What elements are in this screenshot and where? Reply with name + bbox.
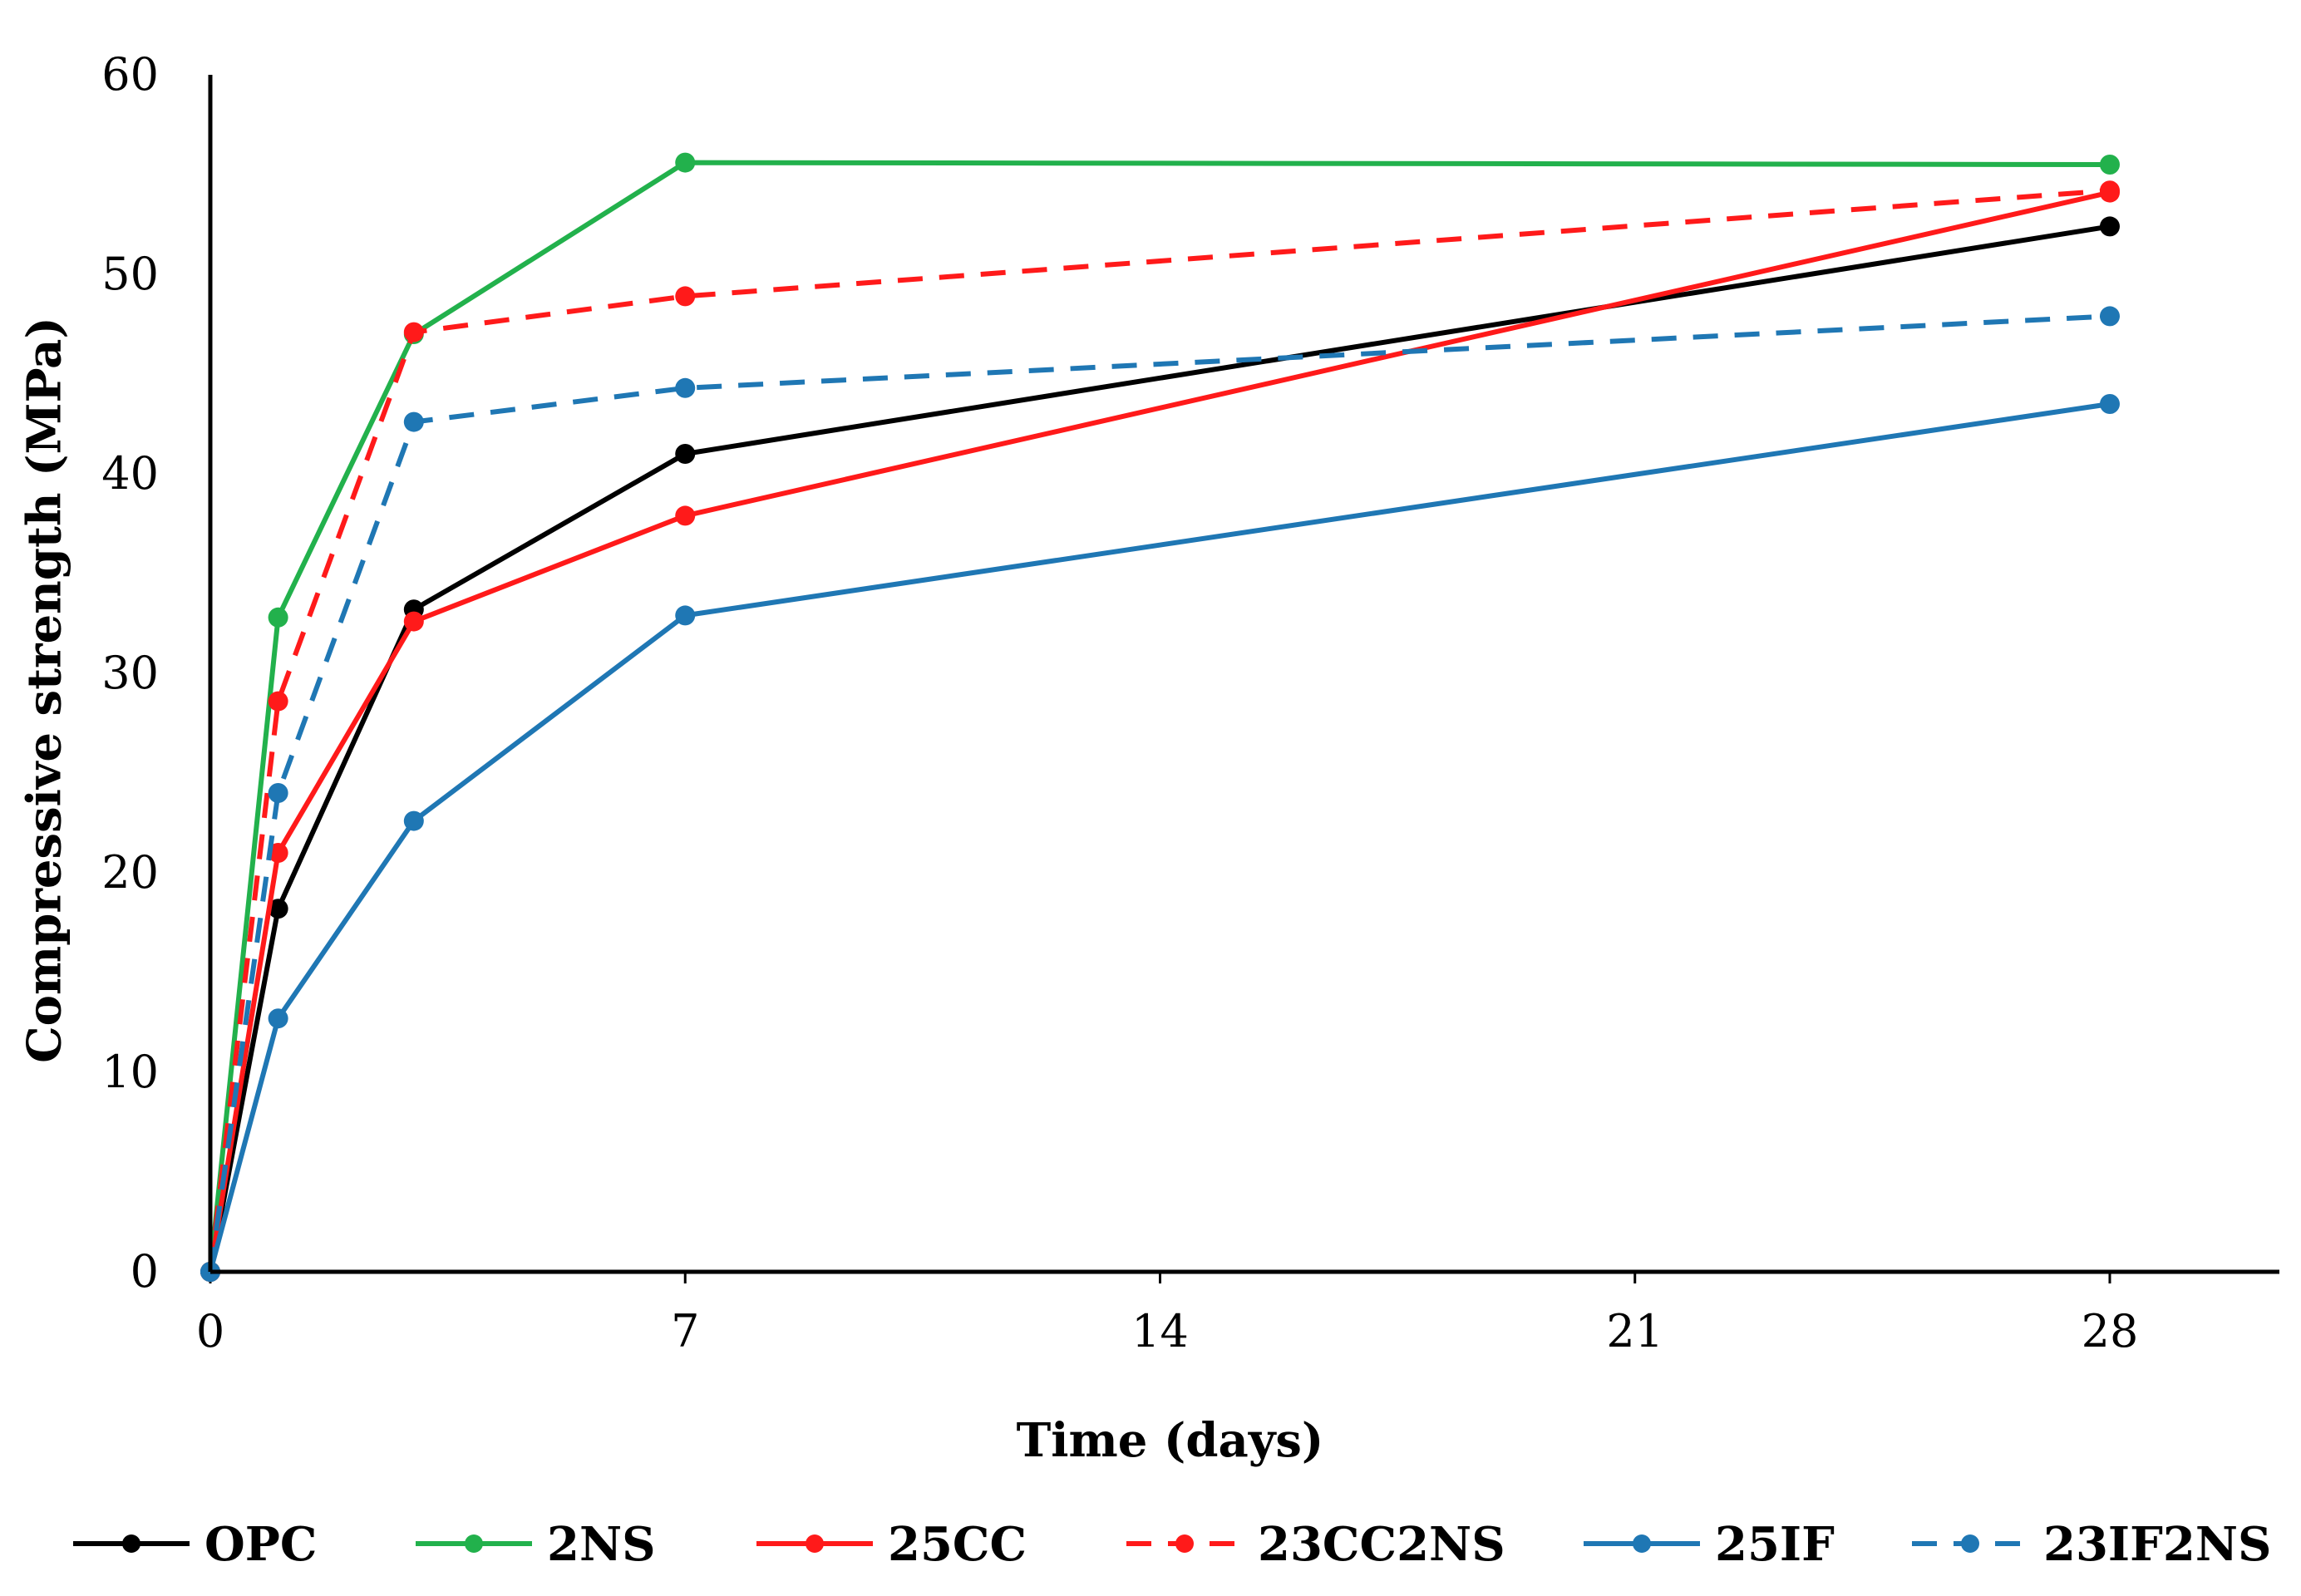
data-point [2099, 306, 2120, 327]
x-tick-label: 28 [2082, 1305, 2139, 1357]
x-tick-label: 21 [1606, 1305, 1663, 1357]
legend: OPC 2NS 25CC 23CC2NS 25IF 23IF2NS [73, 1517, 2271, 1572]
legend-item: OPC [73, 1517, 317, 1572]
data-point [2099, 155, 2120, 175]
series-line [208, 188, 2111, 1273]
data-point [403, 411, 424, 432]
series-23CC2NS [200, 180, 2120, 1282]
series-line [208, 401, 2111, 1273]
x-tick-label: 7 [671, 1305, 699, 1357]
legend-swatch-marker [1961, 1534, 1979, 1553]
legend-item: 23CC2NS [1126, 1517, 1505, 1572]
legend-item: 2NS [416, 1517, 656, 1572]
data-point [403, 611, 424, 632]
series-25IF [200, 394, 2120, 1282]
data-point [675, 605, 696, 626]
data-point [675, 286, 696, 307]
data-point [268, 691, 288, 712]
series-23IF2NS [200, 306, 2120, 1282]
series-layer [200, 152, 2120, 1282]
data-point [403, 322, 424, 342]
x-tick-label: 0 [196, 1305, 224, 1357]
series-OPC [200, 216, 2120, 1282]
legend-swatch-marker [1175, 1534, 1194, 1553]
data-point [403, 810, 424, 831]
y-tick-label: 50 [101, 248, 159, 300]
data-point [2099, 180, 2120, 201]
data-point [2099, 394, 2120, 414]
data-point [675, 505, 696, 526]
legend-label: 25CC [888, 1517, 1027, 1572]
series-line [208, 224, 2111, 1273]
series-25CC [200, 182, 2120, 1282]
series-line [208, 313, 2111, 1273]
legend-swatch-marker [465, 1534, 483, 1553]
data-point [675, 152, 696, 173]
legend-label: 2NS [547, 1517, 656, 1572]
y-axis-ticks: 0 10 20 30 40 50 60 [101, 48, 159, 1298]
data-point [268, 783, 288, 803]
x-tick-label: 14 [1131, 1305, 1189, 1357]
legend-item: 25CC [756, 1517, 1027, 1572]
legend-label: 23CC2NS [1258, 1517, 1505, 1572]
legend-item: 25IF [1584, 1517, 1835, 1572]
y-tick-label: 60 [101, 48, 159, 101]
y-axis-title: Compressive strength (MPa) [17, 317, 72, 1063]
legend-label: 23IF2NS [2043, 1517, 2271, 1572]
y-tick-label: 40 [101, 447, 159, 500]
x-axis-ticks: 0 7 14 21 28 [196, 1272, 2139, 1357]
legend-label: 25IF [1715, 1517, 1835, 1572]
y-tick-label: 20 [101, 846, 159, 899]
data-point [268, 843, 288, 863]
legend-label: OPC [204, 1517, 317, 1572]
data-point [2099, 216, 2120, 237]
legend-swatch-marker [1633, 1534, 1651, 1553]
data-point [675, 444, 696, 464]
y-tick-label: 0 [131, 1245, 159, 1298]
y-tick-label: 30 [101, 647, 159, 699]
data-point [268, 1008, 288, 1029]
x-axis-title: Time (days) [1017, 1413, 1324, 1468]
data-point [268, 899, 288, 919]
data-point [268, 607, 288, 628]
legend-swatch-marker [122, 1534, 140, 1553]
y-tick-label: 10 [101, 1046, 159, 1098]
series-line [208, 190, 2111, 1273]
legend-item: 23IF2NS [1912, 1517, 2271, 1572]
data-point [675, 377, 696, 398]
legend-swatch-marker [806, 1534, 824, 1553]
